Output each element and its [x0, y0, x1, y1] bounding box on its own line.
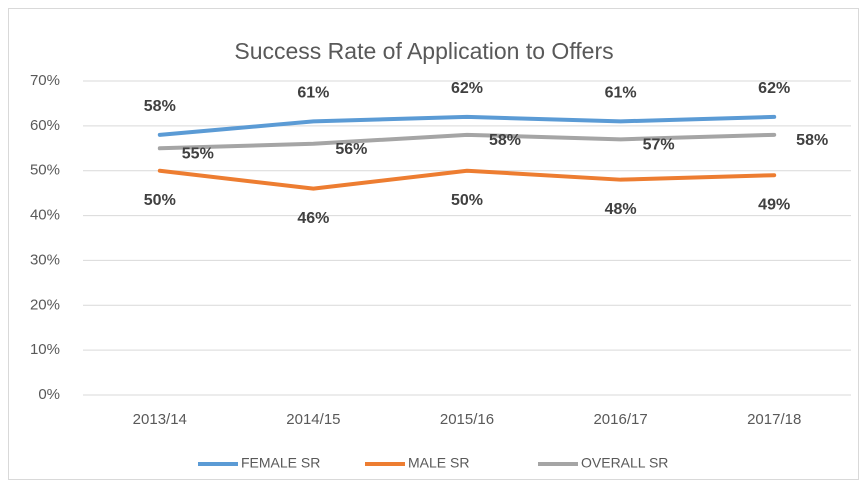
y-tick-label: 60% [30, 117, 60, 134]
data-label: 62% [451, 80, 483, 97]
series-line [157, 114, 777, 137]
legend-label: FEMALE SR [241, 455, 320, 471]
data-label: 50% [144, 192, 176, 209]
data-label: 55% [182, 146, 214, 163]
data-label: 61% [297, 85, 329, 102]
x-tick-label: 2016/17 [593, 411, 647, 428]
data-label: 58% [489, 132, 521, 149]
series-line [157, 132, 777, 151]
x-tick-label: 2017/18 [747, 411, 801, 428]
data-label: 46% [297, 210, 329, 227]
y-tick-label: 30% [30, 251, 60, 268]
data-label: 58% [796, 132, 828, 149]
data-label: 49% [758, 196, 790, 213]
y-tick-label: 40% [30, 207, 60, 224]
data-label: 58% [144, 98, 176, 115]
chart-border [8, 8, 859, 480]
data-label: 61% [605, 85, 637, 102]
legend-label: OVERALL SR [581, 455, 668, 471]
y-tick-label: 50% [30, 162, 60, 179]
chart-title: Success Rate of Application to Offers [234, 38, 613, 64]
y-tick-label: 20% [30, 296, 60, 313]
x-tick-label: 2015/16 [440, 411, 494, 428]
data-label: 62% [758, 80, 790, 97]
y-tick-label: 70% [30, 72, 60, 89]
data-label: 48% [605, 201, 637, 218]
data-label: 50% [451, 192, 483, 209]
data-label: 56% [335, 141, 367, 158]
y-tick-label: 10% [30, 341, 60, 358]
y-tick-label: 0% [38, 386, 60, 403]
x-tick-label: 2013/14 [133, 411, 187, 428]
legend-label: MALE SR [408, 455, 469, 471]
data-label: 57% [643, 137, 675, 154]
series-line [157, 168, 777, 191]
x-tick-label: 2014/15 [286, 411, 340, 428]
